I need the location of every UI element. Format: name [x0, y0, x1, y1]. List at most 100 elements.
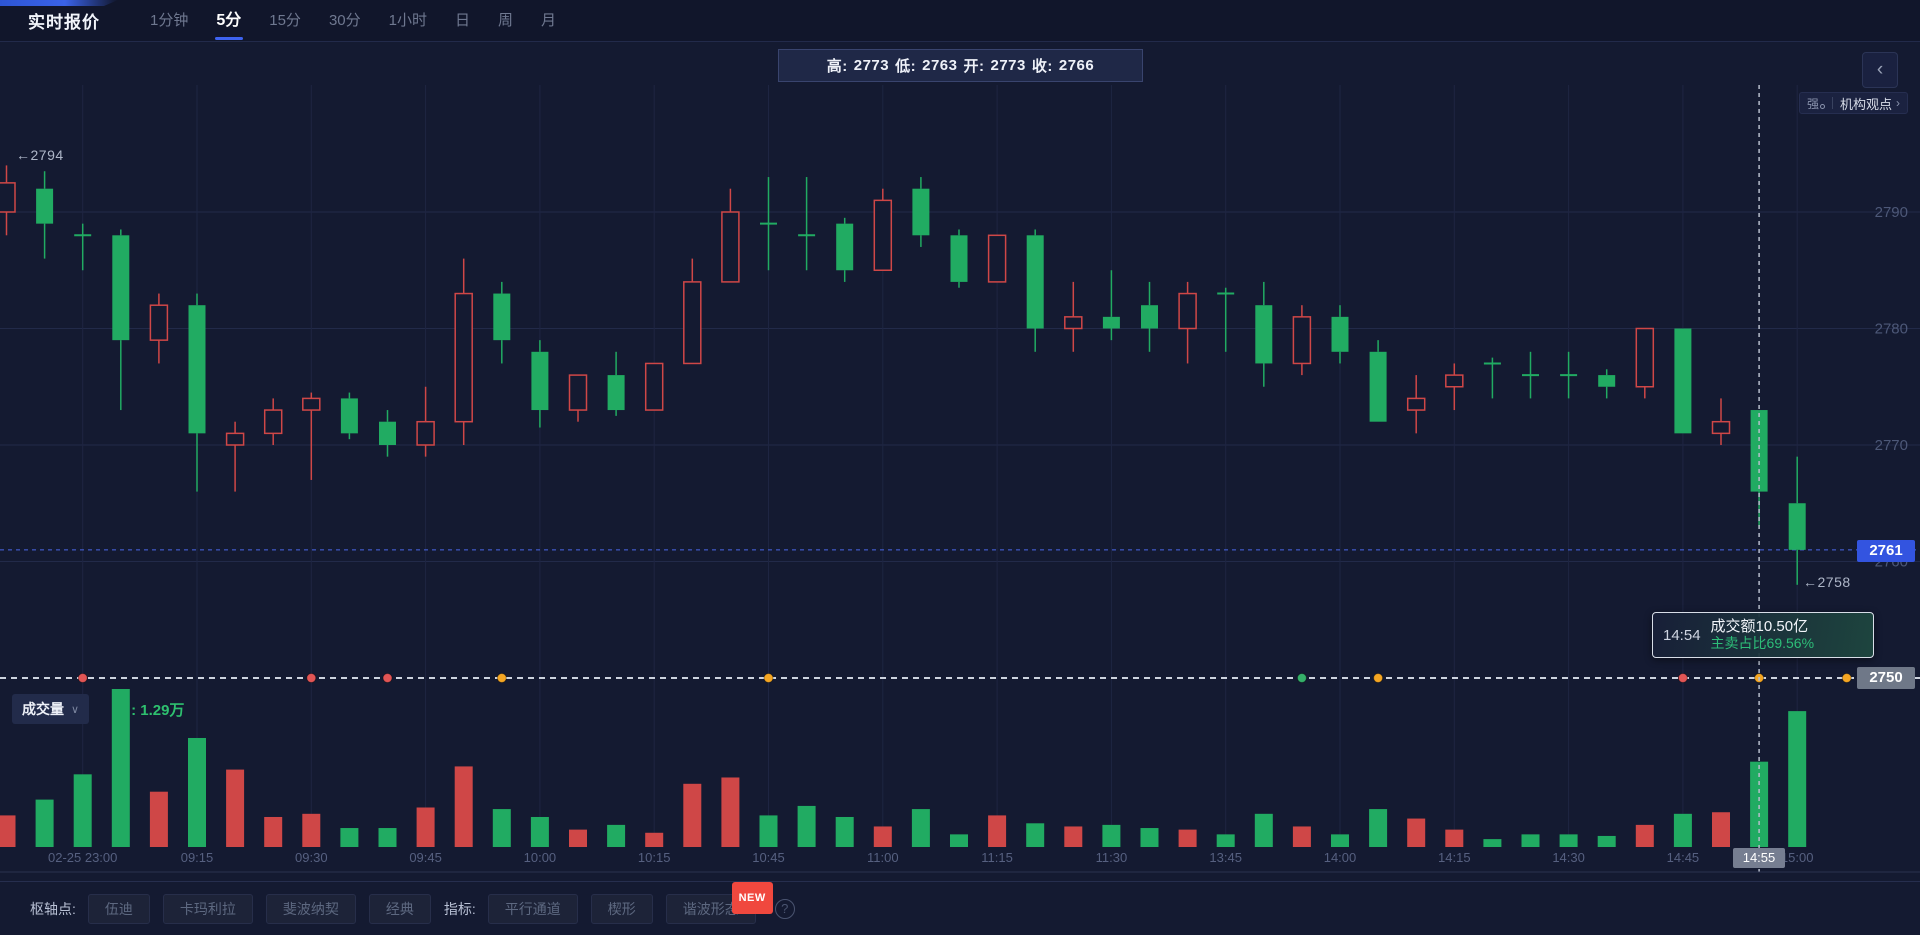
header-accent-decoration: [0, 0, 118, 6]
time-axis-label: 09:30: [295, 850, 328, 865]
candle: [1711, 398, 1731, 445]
candle: [302, 392, 321, 480]
toolbar-group-1: 指标: 平行通道 楔形 谐波形态 NEW: [444, 881, 773, 924]
candle: [1026, 229, 1044, 352]
time-axis-label: 15:00: [1781, 850, 1814, 865]
high-value: 2773: [853, 57, 890, 74]
crosshair-time-badge: 14:55: [1733, 848, 1785, 868]
candle: [1406, 375, 1426, 434]
candle: [379, 410, 396, 457]
candle: [1141, 281, 1158, 352]
candle: [36, 171, 54, 259]
volume-bar: [797, 805, 816, 847]
page-title: 实时报价: [28, 13, 100, 32]
pivot-button-1[interactable]: 卡玛利拉: [162, 893, 253, 924]
candle: [1635, 327, 1655, 399]
time-axis-label: 02-25 23:00: [48, 850, 117, 865]
volume-value: : 1.29万: [131, 701, 185, 719]
volume-bar: [1635, 824, 1654, 847]
time-axis-label: 11:00: [867, 850, 899, 865]
grid-layer: [0, 85, 1920, 847]
volume-bar: [264, 816, 283, 847]
volume-bar: [340, 828, 359, 847]
candle: [1445, 363, 1464, 411]
low-value: 2763: [922, 57, 958, 74]
timeframe-tab-0[interactable]: 1分钟: [150, 11, 189, 29]
candle: [340, 392, 358, 440]
volume-bar: [1750, 761, 1769, 847]
volume-bar: [1369, 809, 1388, 847]
timeframe-tab-3[interactable]: 30分: [328, 11, 361, 29]
candle: [644, 362, 664, 411]
volume-bar: [73, 774, 92, 847]
volume-bar: [1445, 829, 1464, 847]
candle: [531, 340, 549, 428]
open-label: 开:: [963, 58, 985, 75]
volume-bar: [149, 791, 168, 847]
candle: [1178, 281, 1197, 364]
candle: [225, 421, 245, 492]
candle: [798, 177, 816, 271]
header-bar: 实时报价 1分钟 5分 15分 30分 1小时 日 周 月: [0, 0, 1920, 42]
toolbar-group-0: 枢轴点: 伍迪 卡玛利拉 斐波纳契 经典: [30, 893, 444, 924]
candle: [1064, 281, 1083, 352]
event-marker-icon: [77, 673, 88, 683]
event-marker-icon: [1373, 673, 1384, 683]
volume-bar: [1254, 813, 1273, 847]
event-marker-icon: [763, 673, 774, 683]
timeframe-tab-2[interactable]: 15分: [269, 11, 301, 29]
chevron-down-icon: ∨: [71, 703, 80, 716]
time-axis-label: 14:30: [1552, 850, 1585, 865]
candle: [416, 386, 435, 457]
crosshair-tooltip: 14:54 成交额10.50亿 主卖占比69.56%: [1652, 612, 1874, 658]
volume-indicator-label: 成交量: [22, 701, 64, 717]
time-axis-label: 10:45: [752, 850, 785, 865]
volume-bar: [569, 829, 587, 847]
indicator-button-1[interactable]: 楔形: [590, 893, 653, 924]
volume-indicator-dropdown[interactable]: 成交量 ∨: [12, 694, 90, 724]
volume-bar: [988, 815, 1007, 847]
candle: [0, 165, 16, 236]
collapse-panel-button[interactable]: ‹: [1862, 52, 1898, 88]
toolbar-group-label: 枢轴点:: [30, 900, 76, 917]
candle: [836, 217, 854, 282]
strength-dot-icon: [1819, 103, 1825, 109]
institution-insight-link[interactable]: 强 机构观点 ›: [1798, 92, 1908, 114]
pivot-button-2[interactable]: 斐波纳契: [265, 893, 356, 924]
time-axis-label: 10:00: [524, 850, 557, 865]
strength-badge: 强: [1807, 95, 1825, 112]
indicator-button-2[interactable]: 谐波形态 NEW: [665, 881, 773, 924]
event-marker-icon: [306, 673, 317, 683]
timeframe-tab-7[interactable]: 月: [541, 11, 557, 29]
volume-bar: [1407, 818, 1426, 847]
volume-bar: [873, 826, 892, 847]
volume-bar: [721, 777, 740, 847]
volume-series: [0, 689, 1807, 847]
volume-bar: [1483, 839, 1502, 847]
volume-bar: [454, 766, 473, 847]
insight-label: 机构观点: [1839, 96, 1892, 112]
high-label: 高:: [826, 58, 848, 75]
volume-bar: [530, 816, 549, 847]
candle: [1255, 281, 1273, 387]
pivot-button-3[interactable]: 经典: [368, 893, 431, 924]
low-label: 低:: [895, 58, 917, 75]
divider: [1831, 97, 1833, 109]
volume-bar: [188, 737, 206, 847]
timeframe-tab-5[interactable]: 日: [454, 11, 470, 29]
volume-bar: [1788, 711, 1807, 847]
timeframe-tab-6[interactable]: 周: [497, 11, 513, 29]
volume-bar: [1673, 813, 1692, 847]
time-axis-label: 11:30: [1096, 850, 1128, 865]
close-label: 收:: [1031, 58, 1053, 75]
pivot-button-0[interactable]: 伍迪: [87, 893, 150, 924]
volume-bar: [911, 809, 930, 847]
volume-bar: [835, 816, 854, 847]
timeframe-tab-1[interactable]: 5分: [202, 0, 255, 42]
timeframe-tab-4[interactable]: 1小时: [388, 11, 427, 29]
indicator-button-0[interactable]: 平行通道: [487, 893, 578, 924]
session-low-annotation: ←2758: [1803, 574, 1851, 590]
help-icon[interactable]: ?: [774, 898, 795, 919]
